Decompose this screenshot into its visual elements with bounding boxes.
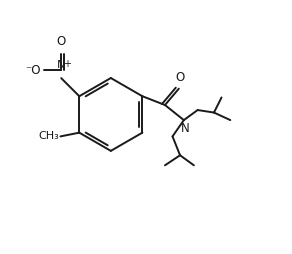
Text: N: N: [181, 122, 190, 135]
Text: +: +: [63, 59, 71, 69]
Text: O: O: [175, 71, 185, 84]
Text: O: O: [57, 35, 66, 48]
Text: CH₃: CH₃: [39, 131, 59, 141]
Text: ⁻O: ⁻O: [26, 64, 41, 77]
Text: N: N: [57, 60, 65, 70]
